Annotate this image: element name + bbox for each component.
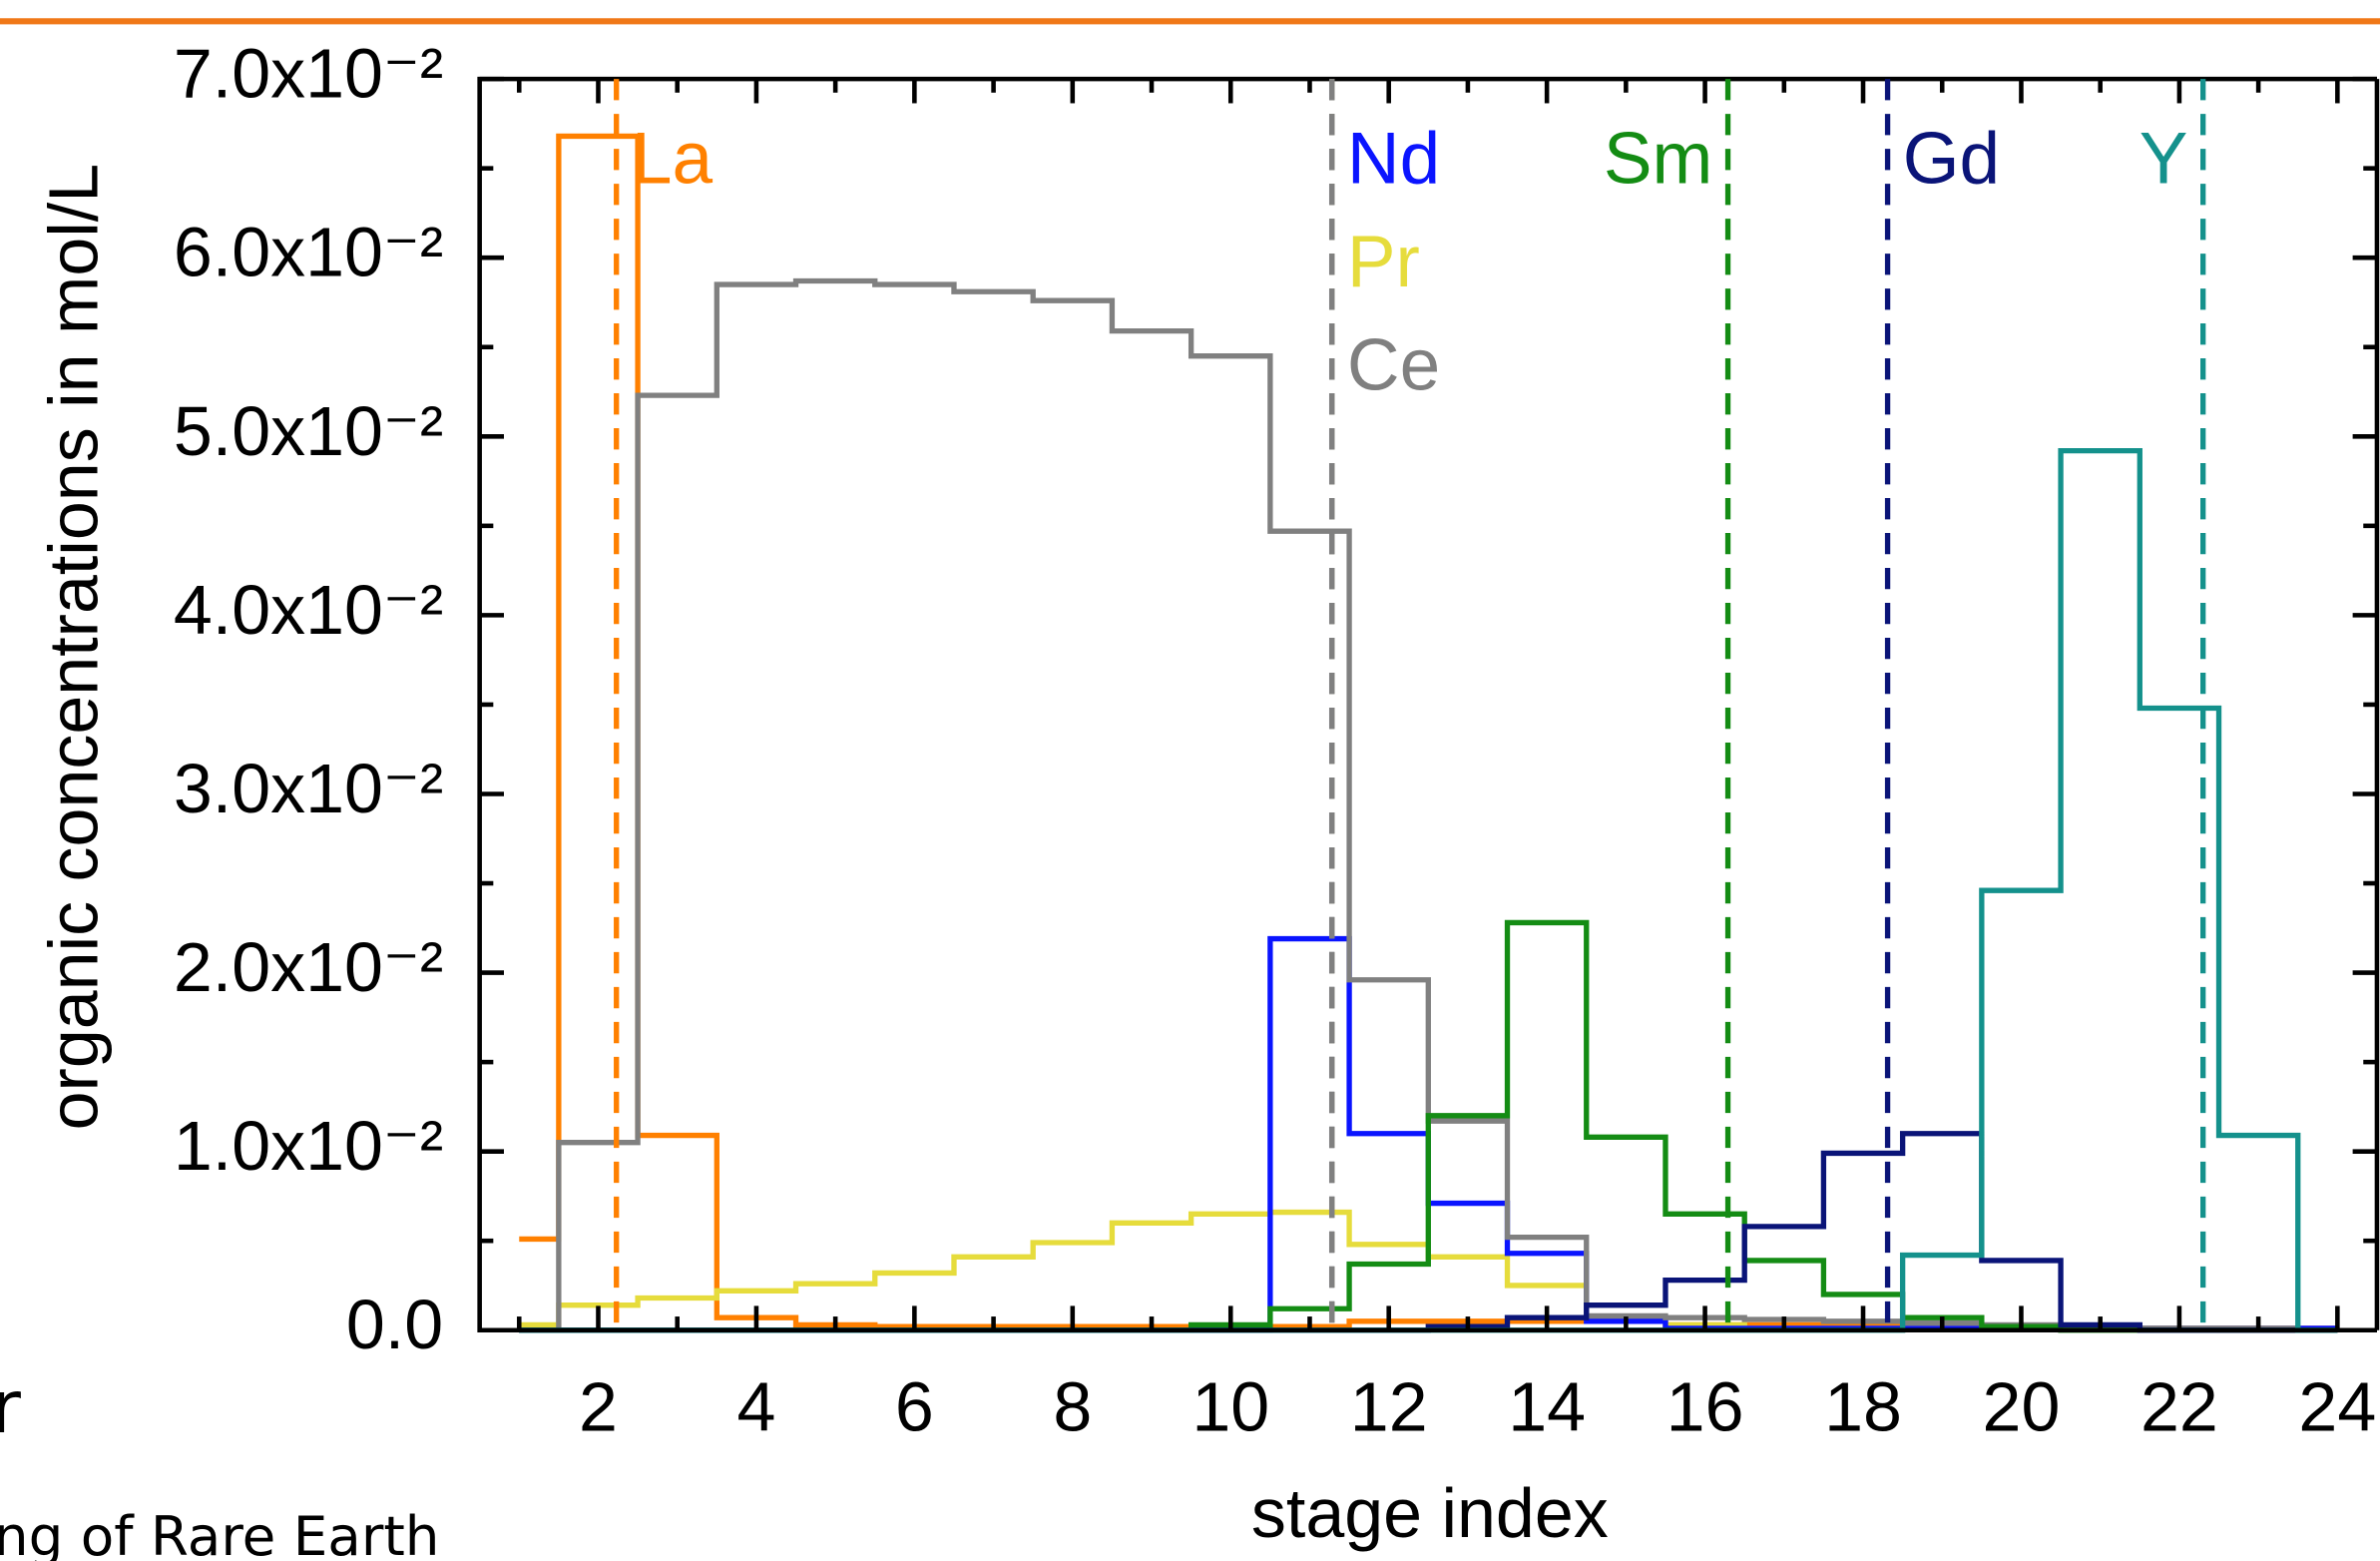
marker-label: La (632, 119, 714, 200)
marker-label: Ce (1347, 324, 1440, 405)
x-tick-label: 14 (1508, 1367, 1586, 1445)
x-tick-label: 16 (1666, 1367, 1744, 1445)
slide-fragment: ng of Rare Earth (0, 1504, 440, 1561)
y-tick-label: 3.0x10⁻² (174, 750, 443, 827)
x-tick-label: 6 (895, 1367, 934, 1445)
y-tick-label: 7.0x10⁻² (174, 35, 443, 113)
marker-label: Pr (1347, 222, 1420, 302)
x-tick-label: 4 (736, 1367, 775, 1445)
x-tick-label: 18 (1824, 1367, 1902, 1445)
y-tick-label: 1.0x10⁻² (174, 1107, 443, 1185)
x-tick-label: 8 (1053, 1367, 1092, 1445)
x-tick-label: 24 (2298, 1367, 2376, 1445)
y-tick-label: 6.0x10⁻² (174, 214, 443, 291)
y-tick-label: 0.0 (346, 1286, 443, 1363)
x-tick-label: 12 (1350, 1367, 1428, 1445)
y-tick-label: 2.0x10⁻² (174, 928, 443, 1006)
x-tick-label: 20 (1983, 1367, 2061, 1445)
marker-label: Y (2140, 119, 2188, 200)
x-tick-label: 10 (1191, 1367, 1269, 1445)
marker-label: Nd (1347, 119, 1440, 200)
y-axis-label: organic concentrations in mol/L (35, 164, 113, 1131)
marker-label: Sm (1604, 119, 1712, 200)
x-tick-label: 2 (579, 1367, 618, 1445)
y-tick-label: 4.0x10⁻² (174, 571, 443, 649)
x-axis-label: stage index (1251, 1474, 1609, 1552)
marker-label: Gd (1903, 119, 2000, 200)
x-tick-label: 22 (2141, 1367, 2218, 1445)
slide-fragment: r (0, 1365, 22, 1450)
y-tick-label: 5.0x10⁻² (174, 392, 443, 470)
